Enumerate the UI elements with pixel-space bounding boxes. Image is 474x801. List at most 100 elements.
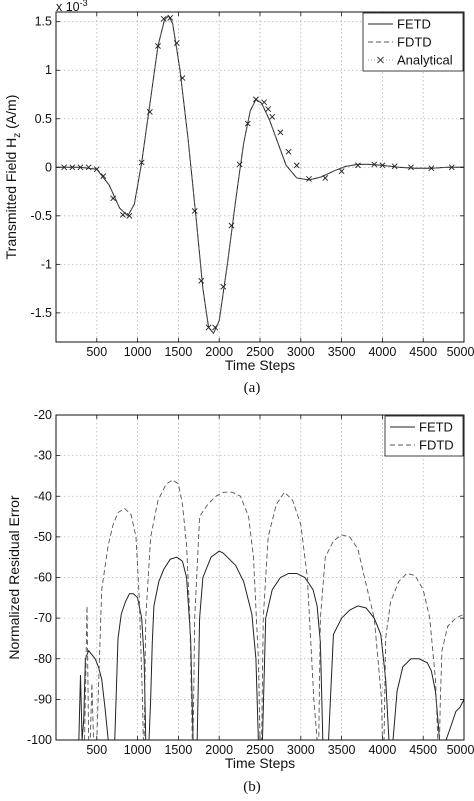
marker-analytical-16 xyxy=(191,208,198,214)
marker-analytical-38 xyxy=(408,164,414,171)
marker-analytical-36 xyxy=(379,162,386,169)
legend-label-fdtd: FDTD xyxy=(397,35,432,50)
marker-analytical-8 xyxy=(126,212,133,219)
y-tick-label: -60 xyxy=(34,571,52,585)
series-layer xyxy=(56,14,464,335)
marker-analytical-29 xyxy=(285,148,292,155)
series-layer xyxy=(78,479,464,740)
series-fetd-line xyxy=(78,550,464,740)
x-tick-label: 3500 xyxy=(328,345,356,359)
legend: FETD FDTD Analytical xyxy=(362,12,464,72)
marker-analytical-24 xyxy=(253,96,259,103)
x-axis-label: Time Steps xyxy=(225,357,295,373)
x-tick-label: 2000 xyxy=(205,743,233,757)
marker-analytical-7 xyxy=(119,211,126,218)
y-tick-label: -70 xyxy=(34,611,52,625)
series-analytical xyxy=(61,14,455,331)
marker-analytical-21 xyxy=(228,222,235,229)
x-tick-label: 1000 xyxy=(124,743,152,757)
x-tick-label: 3000 xyxy=(287,345,315,359)
figure-caption: (a) xyxy=(244,380,261,396)
legend-label-fdtd: FDTD xyxy=(419,438,454,453)
marker-analytical-19 xyxy=(212,324,219,331)
chart-panel-a: 500 1000 1500 2000 2500 3000 3500 4000 4500 50000… xyxy=(3,0,474,396)
marker-analytical-39 xyxy=(428,165,435,172)
y-tick-label: -1.5 xyxy=(30,306,52,320)
y-tick-label: 0.5 xyxy=(35,112,52,126)
marker-analytical-22 xyxy=(236,161,243,168)
marker-analytical-17 xyxy=(198,277,205,284)
marker-analytical-20 xyxy=(220,283,227,290)
x-tick-label: 4500 xyxy=(409,743,437,757)
y-exponent-label: x 10-3 xyxy=(56,0,88,14)
legend-label-fetd: FETD xyxy=(419,420,453,435)
x-tick-label: 500 xyxy=(86,743,107,757)
legend-swatch-marker xyxy=(377,56,384,64)
marker-analytical-37 xyxy=(391,163,398,170)
x-tick-label: 1500 xyxy=(164,743,192,757)
legend: FETD FDTD xyxy=(384,415,464,457)
y-tick-label: -90 xyxy=(34,692,52,706)
x-tick-label: 1500 xyxy=(164,345,192,359)
series-fdtd-line xyxy=(84,479,464,740)
x-tick-label: 4000 xyxy=(368,743,396,757)
x-tick-label: 1000 xyxy=(124,345,152,359)
y-axis-label: Transmitted Field Hz (A/m) xyxy=(3,95,23,260)
y-tick-label: -100 xyxy=(27,733,52,747)
y-tick-label: -0.5 xyxy=(30,209,52,223)
marker-analytical-13 xyxy=(167,14,174,21)
legend-label-fetd: FETD xyxy=(397,17,431,32)
legend-label-analytical: Analytical xyxy=(397,53,453,68)
marker-analytical-35 xyxy=(371,161,378,168)
y-tick-label: 0 xyxy=(45,160,52,174)
figure-caption: (b) xyxy=(243,779,261,795)
marker-analytical-28 xyxy=(277,129,284,136)
marker-analytical-6 xyxy=(110,195,117,202)
marker-analytical-32 xyxy=(322,175,329,181)
marker-analytical-25 xyxy=(261,99,267,106)
x-tick-label: 4000 xyxy=(368,345,396,359)
y-tick-label: -20 xyxy=(34,408,52,422)
marker-analytical-4 xyxy=(93,166,100,173)
marker-analytical-2 xyxy=(77,164,84,171)
series-fdtd-line xyxy=(56,15,464,335)
marker-analytical-18 xyxy=(205,324,212,331)
marker-analytical-34 xyxy=(355,162,361,169)
x-tick-label: 2000 xyxy=(205,345,233,359)
marker-analytical-10 xyxy=(146,109,153,115)
x-tick-label: 2500 xyxy=(246,345,274,359)
x-tick-label: 50000 xyxy=(447,345,474,359)
y-axis-label: Normalized Residual Error xyxy=(6,495,22,660)
marker-analytical-40 xyxy=(448,164,455,171)
x-tick-label: 50000 xyxy=(447,743,474,757)
marker-analytical-1 xyxy=(69,164,76,171)
x-axis-label: Time Steps xyxy=(225,755,295,771)
x-tick-label: 3000 xyxy=(287,743,315,757)
marker-analytical-26 xyxy=(265,106,272,112)
marker-analytical-0 xyxy=(61,164,68,171)
x-tick-label: 3500 xyxy=(328,743,356,757)
marker-analytical-33 xyxy=(338,168,345,175)
y-tick-label: 1.5 xyxy=(35,15,52,29)
legend-box xyxy=(384,415,464,457)
marker-analytical-27 xyxy=(269,113,276,120)
y-tick-label: -40 xyxy=(34,489,52,503)
marker-analytical-14 xyxy=(173,40,180,46)
x-tick-label: 2500 xyxy=(246,743,274,757)
y-tick-label: 1 xyxy=(45,63,52,77)
x-tick-label: 4500 xyxy=(409,345,437,359)
marker-analytical-31 xyxy=(306,176,312,182)
y-tick-label: -30 xyxy=(34,449,52,463)
marker-analytical-9 xyxy=(138,159,145,166)
marker-analytical-15 xyxy=(179,75,186,81)
marker-analytical-23 xyxy=(244,120,251,127)
x-tick-label: 500 xyxy=(86,345,107,359)
y-tick-label: -50 xyxy=(34,530,52,544)
marker-analytical-30 xyxy=(293,162,300,169)
chart-panel-b: 500 1000 1500 2000 2500 3000 3500 4000 4500 50000… xyxy=(6,408,474,795)
y-tick-label: -1 xyxy=(41,257,52,271)
marker-analytical-12 xyxy=(160,15,167,22)
marker-analytical-11 xyxy=(155,43,161,49)
marker-analytical-3 xyxy=(85,164,92,171)
